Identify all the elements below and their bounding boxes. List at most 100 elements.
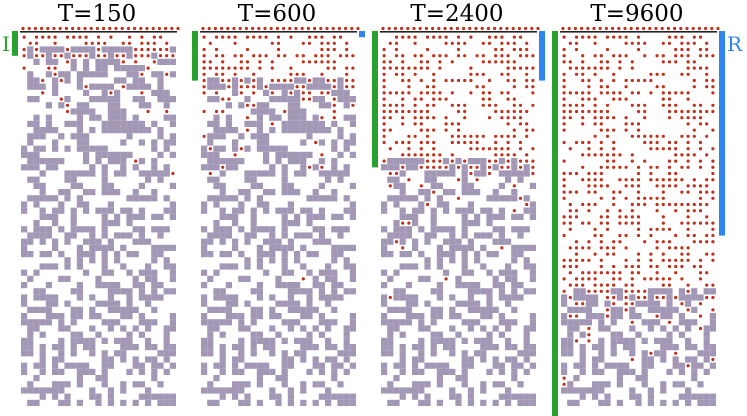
obstacle-cell	[337, 77, 344, 84]
particle-dot	[140, 47, 144, 52]
particle-dot	[258, 35, 262, 39]
obstacle-cell	[424, 325, 431, 332]
particle-dot	[612, 196, 616, 200]
particle-dot	[698, 202, 703, 207]
obstacle-cell	[318, 139, 325, 146]
obstacle-cell	[294, 151, 301, 158]
particle-dot	[618, 277, 622, 281]
obstacle-cell	[58, 275, 65, 282]
particle-dot	[568, 91, 572, 95]
obstacle-cell	[151, 275, 158, 282]
particle-dot	[208, 41, 212, 45]
obstacle-cell	[256, 108, 263, 115]
obstacle-cell	[300, 244, 307, 251]
obstacle-cell	[300, 120, 307, 127]
particle-dot	[581, 122, 585, 126]
particle-dot	[227, 85, 231, 89]
particle-dot	[599, 109, 603, 114]
obstacle-cell	[418, 275, 425, 282]
obstacle-cell	[101, 207, 108, 214]
obstacle-cell	[58, 344, 65, 351]
obstacle-cell	[436, 375, 443, 382]
particle-dot	[425, 91, 430, 95]
particle-dot	[680, 277, 684, 281]
obstacle-cell	[21, 145, 28, 152]
particle-dot	[78, 54, 82, 58]
particle-dot	[345, 78, 349, 83]
obstacle-cell	[492, 213, 499, 220]
obstacle-cell	[225, 313, 232, 320]
obstacle-cell	[331, 257, 338, 264]
obstacle-cell	[573, 294, 580, 301]
obstacle-cell	[498, 232, 505, 239]
obstacle-cell	[387, 319, 394, 326]
particle-dot	[667, 41, 672, 45]
particle-dot	[34, 54, 39, 58]
obstacle-cell	[58, 381, 65, 388]
particle-dot	[59, 54, 63, 58]
obstacle-cell	[151, 251, 158, 258]
particle-dot	[636, 178, 641, 182]
particle-dot	[698, 209, 703, 213]
particle-dot	[283, 54, 287, 58]
obstacle-cell	[101, 120, 108, 127]
surface-particle	[337, 26, 341, 31]
obstacle-cell	[294, 282, 301, 289]
obstacle-cell	[52, 362, 59, 369]
particle-dot	[531, 91, 535, 95]
obstacle-cell	[238, 356, 245, 363]
obstacle-cell	[45, 71, 52, 78]
obstacle-cell	[517, 282, 524, 289]
obstacle-cell	[616, 399, 623, 406]
surface-particle	[592, 26, 596, 31]
obstacle-cell	[101, 164, 108, 171]
particle-dot	[208, 66, 212, 70]
obstacle-cell	[703, 344, 710, 351]
obstacle-cell	[169, 151, 176, 158]
obstacle-cell	[300, 158, 307, 165]
particle-dot	[655, 202, 659, 207]
green-depth-bar	[192, 31, 198, 81]
obstacle-cell	[219, 207, 226, 214]
particle-dot	[667, 140, 672, 145]
particle-dot	[581, 283, 585, 287]
obstacle-cell	[213, 319, 220, 326]
particle-dot	[456, 47, 461, 52]
obstacle-cell	[517, 393, 524, 400]
obstacle-cell	[232, 368, 239, 375]
particle-dot	[612, 190, 616, 194]
obstacle-cell	[126, 294, 133, 301]
obstacle-cell	[505, 300, 512, 307]
obstacle-cell	[349, 120, 356, 127]
obstacle-cell	[511, 275, 518, 282]
particle-dot	[593, 171, 597, 176]
obstacle-cell	[95, 300, 102, 307]
obstacle-cell	[306, 120, 313, 127]
particle-dot	[705, 47, 709, 52]
obstacle-cell	[244, 393, 251, 400]
obstacle-cell	[163, 139, 170, 146]
obstacle-cell	[244, 399, 251, 406]
obstacle-cell	[45, 319, 52, 326]
obstacle-cell	[418, 350, 425, 357]
obstacle-cell	[256, 381, 263, 388]
obstacle-cell	[70, 288, 77, 295]
obstacle-cell	[39, 362, 46, 369]
particle-dot	[624, 178, 628, 182]
obstacle-cell	[114, 46, 121, 53]
particle-dot	[152, 41, 156, 45]
obstacle-cell	[39, 368, 46, 375]
obstacle-cell	[672, 381, 679, 388]
obstacle-cell	[691, 368, 698, 375]
obstacle-cell	[529, 207, 536, 214]
obstacle-cell	[585, 294, 592, 301]
obstacle-cell	[381, 164, 388, 171]
obstacle-cell	[598, 399, 605, 406]
particle-dot	[512, 103, 516, 107]
particle-dot	[245, 116, 250, 120]
obstacle-cell	[443, 170, 450, 177]
obstacle-cell	[287, 393, 294, 400]
particle-dot	[432, 54, 436, 58]
obstacle-cell	[83, 133, 90, 140]
obstacle-cell	[52, 145, 59, 152]
